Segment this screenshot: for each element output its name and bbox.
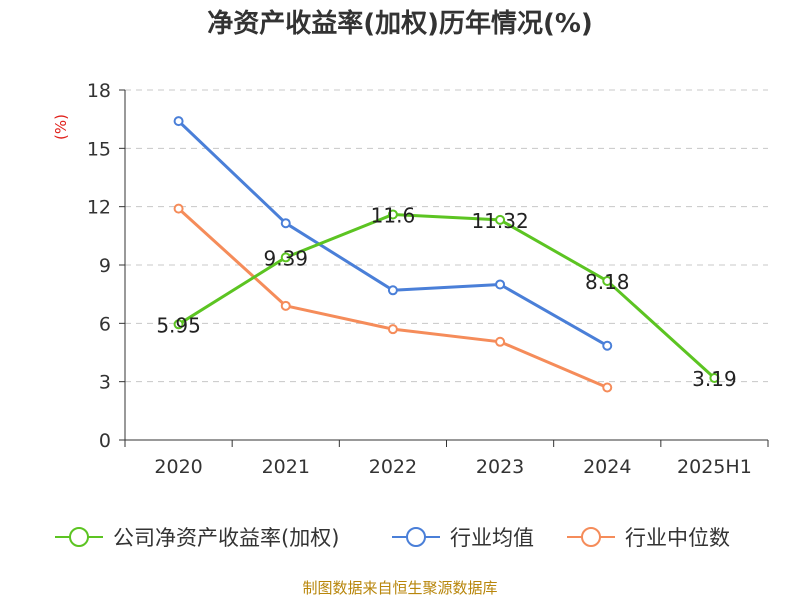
data-label: 11.32: [471, 209, 528, 233]
source-note: 制图数据来自恒生聚源数据库: [302, 579, 497, 597]
legend-label: 公司净资产收益率(加权): [113, 526, 339, 550]
y-tick-label: 3: [99, 372, 111, 394]
y-axis-unit: (%): [52, 114, 70, 140]
legend-label: 行业中位数: [625, 526, 730, 550]
gridlines: [125, 89, 768, 383]
x-tick-label: 2021: [262, 456, 310, 478]
y-tick-label: 18: [87, 80, 111, 102]
data-point[interactable]: [387, 209, 398, 220]
data-label: 3.19: [692, 367, 737, 391]
series-line: [177, 120, 608, 347]
data-point[interactable]: [602, 340, 613, 351]
y-tick-label: 15: [87, 138, 111, 160]
legend-marker: [406, 527, 426, 547]
y-tick-label: 9: [99, 255, 111, 277]
data-point[interactable]: [173, 203, 184, 214]
data-label: 5.95: [156, 313, 201, 337]
data-point[interactable]: [495, 214, 506, 225]
y-tick-label: 6: [99, 313, 111, 335]
data-point[interactable]: [495, 279, 506, 290]
data-point[interactable]: [602, 382, 613, 393]
data-label: 11.6: [371, 203, 416, 227]
data-point[interactable]: [387, 324, 398, 335]
legend[interactable]: 公司净资产收益率(加权) 行业均值 行业中位数: [55, 526, 730, 550]
legend-item[interactable]: 行业均值: [392, 526, 534, 550]
data-label: 9.39: [263, 246, 308, 270]
series-line: [177, 212, 716, 380]
chart-title: 净资产收益率(加权)历年情况(%): [207, 8, 593, 39]
legend-item[interactable]: 行业中位数: [567, 526, 730, 550]
series-group: 5.95 9.39 11.6 11.32 8.18 3.19: [156, 116, 737, 393]
legend-label: 行业均值: [450, 526, 534, 550]
legend-item[interactable]: 公司净资产收益率(加权): [55, 526, 339, 550]
data-point[interactable]: [495, 336, 506, 347]
series-line: [177, 207, 608, 389]
x-tick-label: 2024: [583, 456, 631, 478]
legend-marker: [581, 527, 601, 547]
data-point[interactable]: [602, 275, 613, 286]
data-point[interactable]: [280, 218, 291, 229]
data-point[interactable]: [173, 319, 184, 330]
x-tick-label: 2020: [154, 456, 202, 478]
data-point[interactable]: [280, 252, 291, 263]
axes: 0 3 6 9 12 15 18 2020 2021 2022 2023 2024 2025H1: [87, 80, 769, 478]
data-point[interactable]: [280, 300, 291, 311]
data-point[interactable]: [173, 116, 184, 127]
legend-marker: [69, 527, 89, 547]
x-tick-label: 2023: [476, 456, 524, 478]
data-label: 8.18: [585, 270, 630, 294]
x-tick-label: 2022: [369, 456, 417, 478]
y-tick-label: 0: [99, 430, 111, 452]
x-tick-label: 2025H1: [677, 456, 752, 478]
data-point[interactable]: [709, 372, 720, 383]
y-tick-label: 12: [87, 197, 111, 219]
data-point[interactable]: [387, 285, 398, 296]
